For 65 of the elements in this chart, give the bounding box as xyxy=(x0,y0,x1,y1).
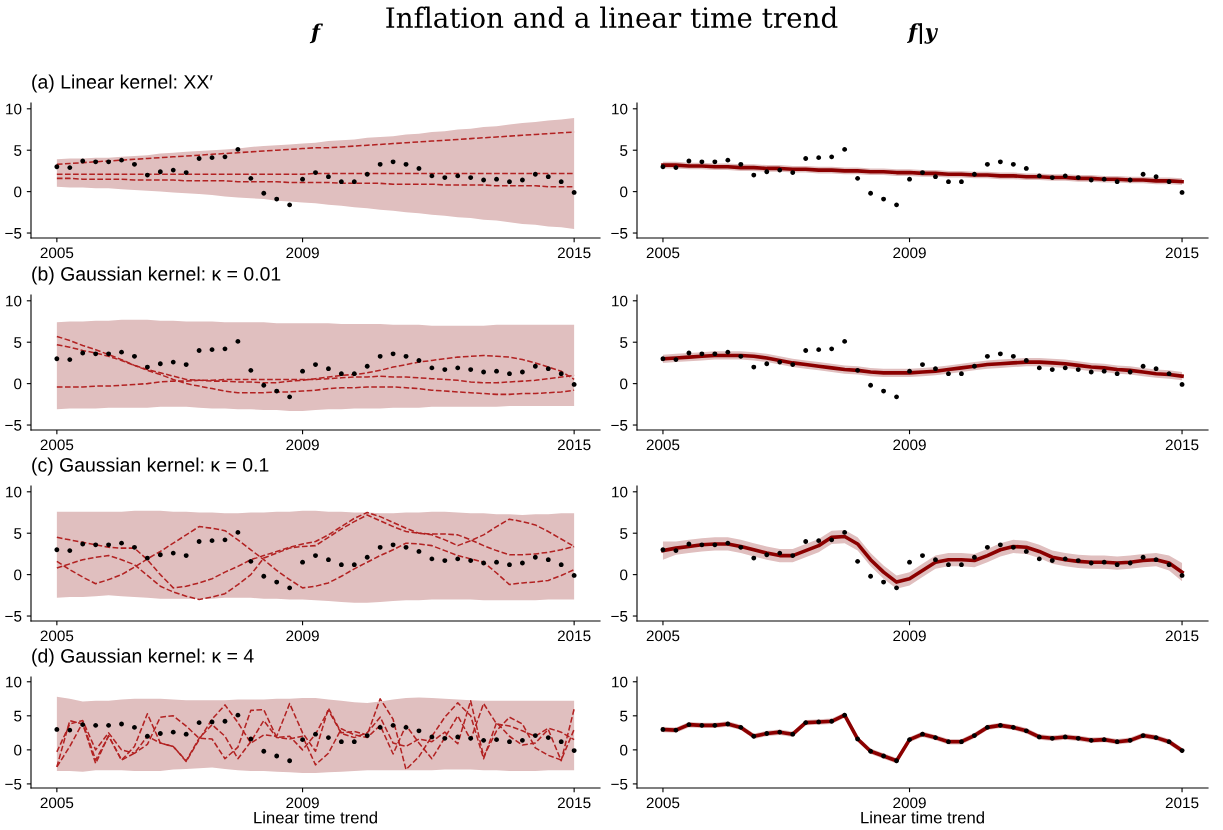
y-tick-label: 5 xyxy=(14,710,22,722)
x-tick-label: 2015 xyxy=(557,797,591,809)
x-tick-label: 2005 xyxy=(40,439,74,451)
x-tick-label: 2005 xyxy=(646,630,680,642)
y-tick-label: 5 xyxy=(620,528,628,539)
x-tick-label: 2009 xyxy=(893,630,926,642)
x-tick-label: 2005 xyxy=(646,247,680,259)
y-tick-label: 10 xyxy=(612,295,628,307)
x-tick-label: 2015 xyxy=(557,247,591,259)
y-tick-label: 5 xyxy=(620,337,628,348)
y-tick-label: 10 xyxy=(6,103,22,115)
x-axis-title: Linear time trend xyxy=(861,811,984,824)
x-tick-label: 2005 xyxy=(40,247,74,259)
x-tick-label: 2005 xyxy=(646,797,680,809)
y-tick-label: 0 xyxy=(620,378,628,390)
chart-subtitle: (c) Gaussian kernel: κ = 0.1 xyxy=(32,457,269,476)
y-tick-label: −5 xyxy=(611,228,628,239)
y-tick-label: 0 xyxy=(14,378,22,390)
chart-subtitle: (d) Gaussian kernel: κ = 4 xyxy=(32,648,254,667)
y-tick-label: 10 xyxy=(6,676,22,688)
chart-subtitle: (b) Gaussian kernel: κ = 0.01 xyxy=(32,266,281,285)
y-tick-label: −5 xyxy=(5,420,22,431)
y-tick-label: 5 xyxy=(14,145,22,156)
x-tick-label: 2009 xyxy=(286,247,319,259)
y-tick-label: 0 xyxy=(14,744,22,756)
y-tick-label: 0 xyxy=(620,744,628,756)
y-tick-label: 0 xyxy=(620,569,628,581)
x-tick-label: 2015 xyxy=(1165,797,1199,809)
x-tick-label: 2009 xyxy=(893,439,926,451)
y-tick-label: 10 xyxy=(612,676,628,688)
y-tick-label: 10 xyxy=(6,295,22,307)
x-tick-label: 2009 xyxy=(286,439,319,451)
y-tick-label: −5 xyxy=(611,420,628,431)
x-tick-label: 2015 xyxy=(557,439,591,451)
x-tick-label: 2009 xyxy=(286,797,319,809)
x-tick-label: 2015 xyxy=(1165,247,1199,259)
x-tick-label: 2015 xyxy=(1165,439,1199,451)
x-tick-label: 2005 xyxy=(40,797,74,809)
x-tick-label: 2015 xyxy=(557,630,591,642)
y-tick-label: 0 xyxy=(620,186,628,198)
chart-title: f|y xyxy=(906,23,939,44)
y-tick-label: −5 xyxy=(5,611,22,622)
chart-subtitle: (a) Linear kernel: XX′ xyxy=(32,74,213,93)
x-tick-label: 2009 xyxy=(286,630,319,642)
y-tick-label: 10 xyxy=(6,486,22,498)
y-tick-label: 0 xyxy=(14,186,22,198)
x-tick-label: 2005 xyxy=(40,630,74,642)
text: Inflation and a linear time trend xyxy=(386,6,838,29)
y-tick-label: −5 xyxy=(5,228,22,239)
y-tick-label: 10 xyxy=(612,103,628,115)
chart-title: f xyxy=(309,23,323,44)
x-tick-label: 2015 xyxy=(1165,630,1199,642)
x-axis-title: Linear time trend xyxy=(254,811,377,824)
x-tick-label: 2009 xyxy=(893,797,926,809)
x-tick-label: 2009 xyxy=(893,247,926,259)
y-tick-label: 5 xyxy=(14,337,22,348)
y-tick-label: −5 xyxy=(611,611,628,622)
y-tick-label: −5 xyxy=(5,778,22,790)
y-tick-label: −5 xyxy=(611,778,628,790)
y-tick-label: 5 xyxy=(14,528,22,539)
y-tick-label: 5 xyxy=(620,145,628,156)
y-tick-label: 5 xyxy=(620,710,628,722)
y-tick-label: 10 xyxy=(612,486,628,498)
x-tick-label: 2005 xyxy=(646,439,680,451)
y-tick-label: 0 xyxy=(14,569,22,581)
